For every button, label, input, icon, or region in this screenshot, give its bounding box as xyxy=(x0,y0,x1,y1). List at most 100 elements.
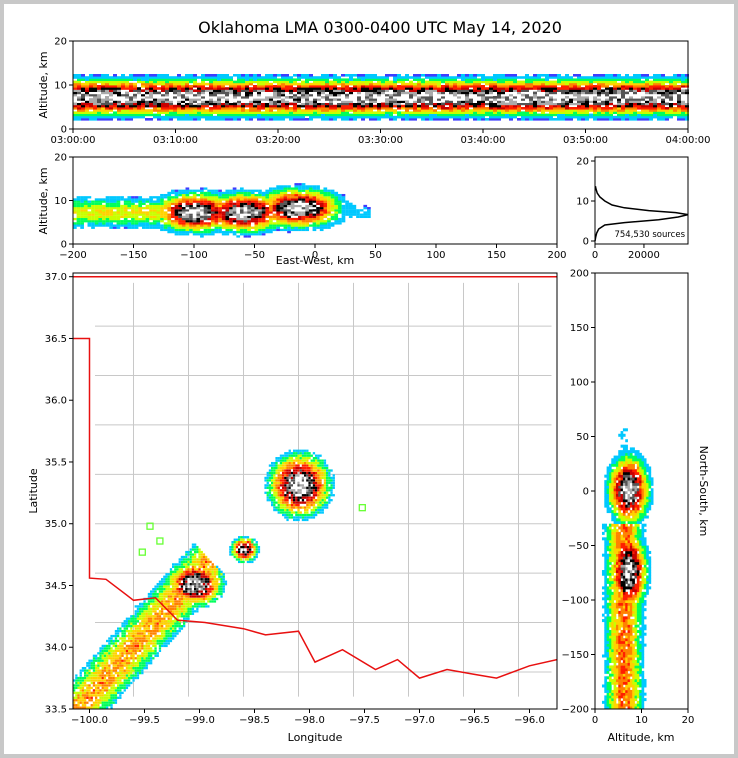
density-cell xyxy=(319,215,324,219)
density-cell xyxy=(221,96,225,99)
density-cell xyxy=(573,111,577,114)
density-cell xyxy=(163,193,168,197)
density-cell xyxy=(293,78,297,81)
density-cell xyxy=(101,679,104,682)
density-cell xyxy=(123,684,126,687)
density-cell xyxy=(377,96,381,99)
density-cell xyxy=(505,115,509,119)
density-cell xyxy=(501,76,505,79)
density-cell xyxy=(205,76,209,79)
density-cell xyxy=(229,217,233,221)
density-cell xyxy=(120,224,124,227)
density-cell xyxy=(189,198,193,201)
density-cell xyxy=(457,109,461,112)
density-cell xyxy=(134,220,139,223)
density-cell xyxy=(197,100,201,103)
density-cell xyxy=(261,220,266,223)
density-cell xyxy=(645,115,649,119)
density-cell xyxy=(541,78,545,81)
density-cell xyxy=(625,115,629,119)
density-cell xyxy=(250,217,255,221)
density-cell xyxy=(497,87,501,90)
density-cell xyxy=(247,226,251,229)
density-cell xyxy=(513,76,517,79)
density-cell xyxy=(181,226,186,229)
density-cell xyxy=(103,647,107,650)
density-cell xyxy=(217,89,221,92)
density-cell xyxy=(149,100,153,103)
density-cell xyxy=(537,82,541,86)
density-cell xyxy=(171,200,175,203)
density-cell xyxy=(153,93,157,97)
density-cell xyxy=(453,85,457,88)
density-cell xyxy=(131,200,135,203)
density-cell xyxy=(645,80,649,84)
density-cell xyxy=(125,118,129,121)
density-cell xyxy=(313,91,317,95)
density-cell xyxy=(76,224,81,227)
density-cell xyxy=(103,659,107,662)
density-cell xyxy=(131,198,135,201)
density-cell xyxy=(225,113,229,117)
density-cell xyxy=(196,204,201,208)
density-cell xyxy=(105,198,110,201)
density-cell xyxy=(156,213,161,216)
density-cell xyxy=(125,674,129,677)
density-cell xyxy=(369,78,373,81)
density-cell xyxy=(317,78,321,81)
density-cell xyxy=(229,230,233,234)
density-cell xyxy=(345,200,349,203)
density-cell xyxy=(134,209,139,212)
density-cell xyxy=(261,222,266,225)
density-cell xyxy=(214,222,219,225)
density-cell xyxy=(289,118,293,121)
density-cell xyxy=(525,98,529,101)
density-cell xyxy=(585,113,589,117)
density-cell xyxy=(174,202,179,205)
density-cell xyxy=(81,689,85,692)
density-cell xyxy=(525,82,529,86)
density-cell xyxy=(229,111,233,114)
density-cell xyxy=(316,198,320,201)
density-cell xyxy=(277,115,281,119)
density-cell xyxy=(97,80,101,84)
density-cell xyxy=(313,78,317,81)
density-cell xyxy=(89,100,93,103)
density-cell xyxy=(233,98,237,101)
density-cell xyxy=(641,111,645,114)
density-cell xyxy=(312,226,317,229)
density-cell xyxy=(75,674,78,677)
density-cell xyxy=(298,193,302,197)
density-cell xyxy=(132,662,135,665)
density-cell xyxy=(601,82,605,86)
density-cell xyxy=(312,217,317,221)
density-cell xyxy=(677,85,681,88)
density-cell xyxy=(629,102,633,106)
density-cell xyxy=(250,230,255,234)
density-cell xyxy=(119,674,122,677)
density-cell xyxy=(425,107,429,110)
density-cell xyxy=(245,74,249,77)
density-cell xyxy=(681,93,685,97)
density-cell xyxy=(239,202,244,205)
density-cell xyxy=(181,222,186,225)
density-cell xyxy=(677,107,681,110)
density-cell xyxy=(92,706,96,709)
density-cell xyxy=(153,76,157,79)
density-cell xyxy=(290,189,295,192)
density-cell xyxy=(285,85,289,88)
density-cell xyxy=(91,204,95,208)
density-cell xyxy=(261,78,265,81)
density-cell xyxy=(106,671,109,675)
density-cell xyxy=(94,213,99,216)
density-cell xyxy=(513,82,517,86)
density-cell xyxy=(393,98,397,101)
density-cell xyxy=(445,74,449,77)
density-cell xyxy=(121,625,124,628)
density-cell xyxy=(305,191,310,195)
density-cell xyxy=(309,89,313,92)
density-cell xyxy=(357,93,361,97)
density-cell xyxy=(233,104,237,108)
density-cell xyxy=(236,196,241,199)
density-cell xyxy=(673,76,677,79)
